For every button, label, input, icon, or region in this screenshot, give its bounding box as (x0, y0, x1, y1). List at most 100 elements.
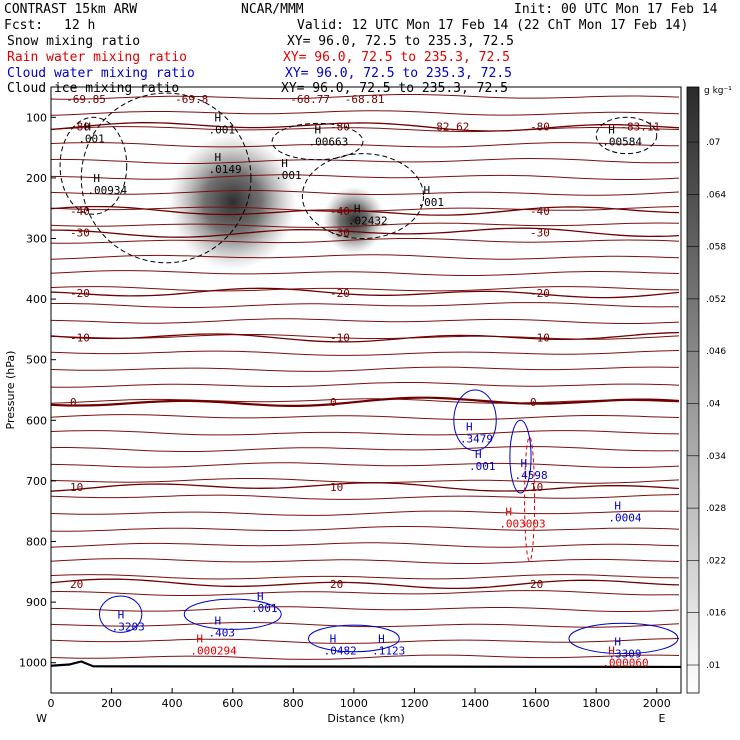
x-tick-label-3: 600 (222, 697, 243, 710)
isotherm-29 (51, 558, 680, 564)
temp-extreme-label-5: -83.11 (620, 120, 660, 133)
isotherm-5 (51, 174, 680, 180)
temp-extreme-label-4: -82.62 (430, 120, 470, 133)
colorbar-tick-label-9: .016 (706, 609, 726, 619)
isotherm-label-7-0: 20 (70, 578, 83, 591)
rain-max-marker-0: H (505, 505, 512, 518)
isotherm-25 (51, 494, 680, 500)
cloud-water-max-label-0: .3479 (460, 432, 493, 445)
snow-max-label-4: .001 (275, 169, 302, 182)
snow-max-marker-2: H (315, 124, 322, 137)
isotherm-label-5-0: 0 (70, 396, 77, 409)
cloud-water-max-marker-0: H (466, 420, 473, 433)
x-tick-label-7: 1400 (461, 697, 489, 710)
snow-contour-2 (301, 153, 425, 239)
y-tick-label-8: 900 (26, 596, 47, 609)
legend-cloudwater-name: Cloud water mixing ratio (7, 66, 195, 81)
rain-contours (524, 436, 536, 562)
isotherm-12 (51, 286, 680, 292)
cloud-water-max-marker-9: H (614, 636, 621, 649)
plot-frame (50, 86, 682, 694)
isotherm-3 (51, 142, 680, 148)
isotherm-22 (51, 446, 680, 452)
isotherm-labelled-7 (51, 578, 680, 590)
isotherm-label-0-1: -80 (330, 120, 350, 133)
snow-max-label-5: .00934 (87, 184, 127, 197)
cloud-water-contour-0 (453, 389, 497, 452)
colorbar-ticks: .07 .064 .058 .052 .046 .04 .034 .028 .022 .016 .0… (687, 138, 726, 671)
isotherm-13 (51, 302, 680, 308)
x-tick-label-10: 2000 (643, 697, 671, 710)
colorbar-tick-label-2: .058 (706, 243, 726, 253)
isotherm-6 (51, 190, 680, 196)
snow-max-label-7: .001 (418, 196, 445, 209)
cloud-ice-max-0 (168, 134, 297, 271)
isotherm-label-5-2: 0 (530, 396, 537, 409)
x-tick-label-0: 0 (48, 697, 55, 710)
isotherm-label-2-0: -30 (70, 226, 90, 239)
legend: Snow mixing ratio XY= 96.0, 72.5 to 235.… (7, 34, 514, 96)
rain-max-label-2: .000060 (602, 657, 648, 670)
isotherm-18 (51, 382, 680, 388)
cloud-water-max-label-4: .001 (251, 602, 278, 615)
isotherm-labelled-1 (51, 205, 680, 216)
colorbar: .07 .064 .058 .052 .046 .04 .034 .028 .022 .016 .0… (686, 86, 732, 694)
colorbar-tick-label-10: .01 (706, 661, 720, 671)
y-tick-label-1: 200 (26, 172, 47, 185)
cloud-water-max-marker-8: H (378, 633, 385, 646)
snow-max-marker-8: H (608, 124, 615, 137)
cloud-water-max-marker-4: H (257, 590, 264, 603)
snow-max-label-8: .00584 (602, 136, 642, 149)
cloud-water-contour-2 (183, 598, 282, 630)
cloud-water-max-marker-5: H (215, 614, 222, 627)
cloud-water-max-marker-6: H (118, 608, 125, 621)
isotherm-17 (51, 366, 680, 372)
isotherm-label-2-2: -30 (530, 226, 550, 239)
snow-max-marker-7: H (424, 184, 431, 197)
y-axis-label: Pressure (hPa) (4, 351, 17, 430)
colorbar-tick-label-5: .04 (706, 400, 721, 410)
cloud-water-max-label-5: .403 (209, 626, 236, 639)
isotherm-26 (51, 510, 680, 516)
cloud-water-contours (98, 389, 679, 655)
temp-extreme-label-0: -69.85 (66, 93, 106, 106)
y-tick-label-0: 100 (26, 111, 47, 124)
temp-extreme-label-1: -69.8 (175, 93, 208, 106)
y-tick-label-3: 400 (26, 293, 47, 306)
isotherm-8 (51, 222, 680, 228)
snow-max-marker-4: H (281, 157, 288, 170)
snow-max-label-0: .001 (78, 133, 105, 146)
isotherm-labelled-5 (51, 396, 680, 407)
isotherm-20 (51, 414, 680, 420)
isotherm-19 (51, 398, 680, 404)
cloud-water-max-label-3: .0004 (608, 511, 641, 524)
isotherm-label-7-1: 20 (330, 578, 343, 591)
isotherm-label-3-0: -20 (70, 287, 90, 300)
cloud-water-max-marker-7: H (330, 633, 337, 646)
title-center: NCAR/MMM (241, 2, 304, 17)
y-tick-label-4: 500 (26, 354, 47, 367)
isotherm-21 (51, 430, 680, 436)
plot-area (51, 92, 681, 669)
x-tick-label-5: 1000 (340, 697, 368, 710)
isotherm-label-7-2: 20 (530, 578, 543, 591)
isotherm-27 (51, 526, 680, 532)
cloud-water-contour-3 (98, 595, 143, 633)
legend-cloudice-xy: XY= 96.0, 72.5 to 235.3, 72.5 (281, 81, 508, 96)
isotherm-35 (51, 654, 680, 660)
isotherm-label-6-1: 10 (330, 481, 343, 494)
colorbar-ramp (686, 86, 700, 694)
isotherm-10 (51, 254, 680, 260)
rain-max-label-0: .003003 (499, 517, 545, 530)
snow-max-marker-6: H (354, 202, 361, 215)
valid-time: Valid: 12 UTC Mon 17 Feb 14 (22 ChT Mon … (297, 18, 688, 33)
colorbar-tick-label-1: .064 (706, 190, 726, 200)
x-tick-label-6: 1200 (400, 697, 428, 710)
isotherm-30 (51, 574, 680, 580)
cloud-water-max-label-1: .001 (469, 460, 496, 473)
isotherm-16 (51, 350, 680, 356)
isotherm-34 (51, 638, 680, 644)
snow-max-label-2: .00663 (309, 136, 349, 149)
cloud-water-max-label-9: .3309 (608, 648, 641, 661)
